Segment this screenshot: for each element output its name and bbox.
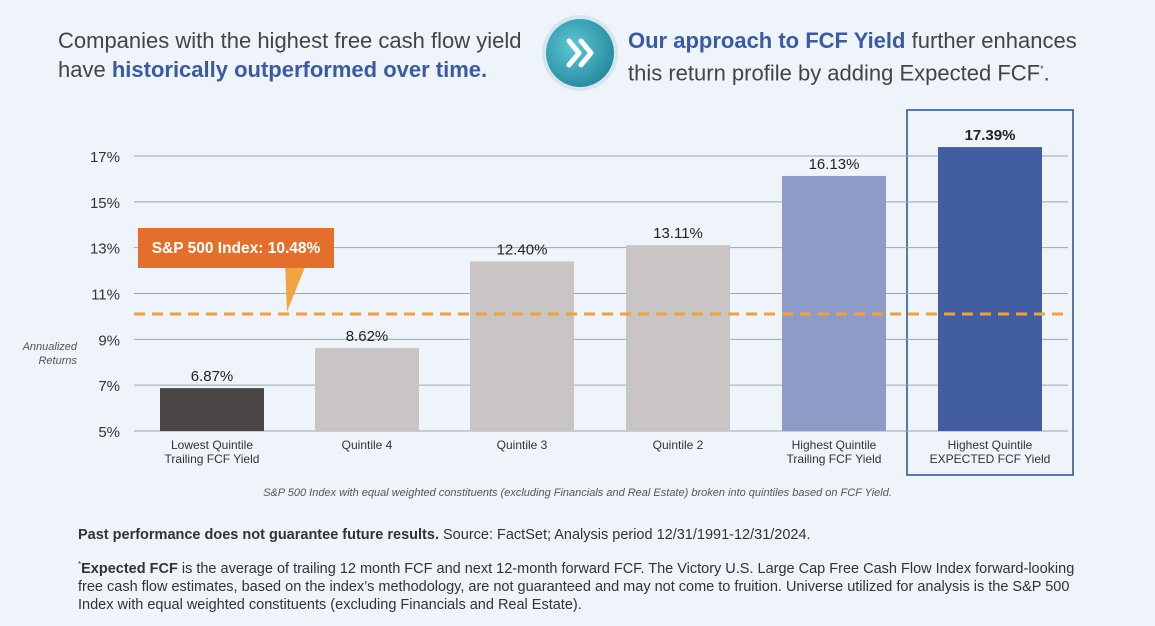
x-category-label: Highest Quintile (948, 438, 1033, 452)
x-category-label: EXPECTED FCF Yield (930, 452, 1051, 466)
header-right-text: Our approach to FCF Yield further enhanc… (628, 26, 1128, 87)
callout-pointer (285, 262, 307, 312)
y-tick-label: 11% (91, 287, 120, 304)
chart-note: S&P 500 Index with equal weighted consti… (263, 487, 892, 499)
x-category-label: Quintile 4 (342, 438, 393, 452)
y-axis-label: Annualized (22, 341, 78, 353)
y-tick-label: 15% (90, 195, 120, 212)
bar-value-label: 13.11% (653, 225, 703, 242)
disclaimer-source: Source: FactSet; Analysis period 12/31/1… (438, 527, 811, 543)
y-tick-label: 9% (98, 332, 120, 349)
bar (470, 261, 574, 431)
header-left-line2: have historically outperformed over time… (58, 57, 488, 82)
x-category-label: Lowest Quintile (171, 438, 253, 452)
x-category-label: Quintile 2 (653, 438, 704, 452)
bar-value-label: 12.40% (497, 241, 548, 258)
bar-value-label: 16.13% (809, 156, 860, 173)
double-chevron-right-icon (546, 19, 614, 87)
past-performance-disclaimer: Past performance does not guarantee futu… (78, 527, 811, 543)
highlight-box (906, 109, 1074, 476)
y-tick-label: 7% (98, 378, 120, 395)
footnote-mark: * (78, 560, 82, 569)
bar (160, 388, 264, 431)
footnote-text: is the average of trailing 12 month FCF … (78, 560, 1075, 613)
header-left-line1: Companies with the highest free cash flo… (58, 28, 522, 53)
header-left-emphasis: historically outperformed over time. (111, 57, 488, 82)
y-tick-label: 13% (90, 241, 120, 258)
y-tick-label: 17% (90, 149, 120, 166)
bar-chart: 5% 7% 9% 11% 13% 15% 17% Annualized Returns 6.87%… (22, 109, 1074, 476)
x-category-label: Quintile 3 (497, 438, 548, 452)
callout-label: S&P 500 Index: 10.48% (152, 240, 321, 257)
x-category-label: Trailing FCF Yield (165, 452, 260, 466)
bar (626, 245, 730, 431)
x-category-label: Highest Quintile (792, 438, 877, 452)
header-right-emphasis: Our approach to FCF Yield (628, 28, 906, 53)
bar (782, 175, 886, 431)
callout-box (138, 228, 334, 268)
bar (315, 348, 419, 431)
disclaimer-bold: Past performance does not guarantee futu… (78, 527, 439, 543)
header-right-line1: Our approach to FCF Yield further enhanc… (628, 28, 1077, 53)
expected-fcf-footnote: *Expected FCF is the average of trailing… (78, 556, 1078, 614)
header-right-line2: this return profile by adding Expected F… (628, 60, 1050, 86)
bar-value-label: 17.39% (965, 127, 1016, 144)
x-category-label: Trailing FCF Yield (787, 452, 882, 466)
y-tick-label: 5% (98, 424, 120, 441)
header-left-text: Companies with the highest free cash flo… (58, 26, 538, 84)
bar (938, 147, 1042, 431)
y-axis-label: Returns (38, 355, 77, 367)
asterisk-mark: * (1040, 64, 1044, 74)
footnote-bold: Expected FCF (81, 560, 178, 577)
bar-value-label: 8.62% (346, 328, 389, 345)
bar-value-label: 6.87% (191, 368, 234, 385)
